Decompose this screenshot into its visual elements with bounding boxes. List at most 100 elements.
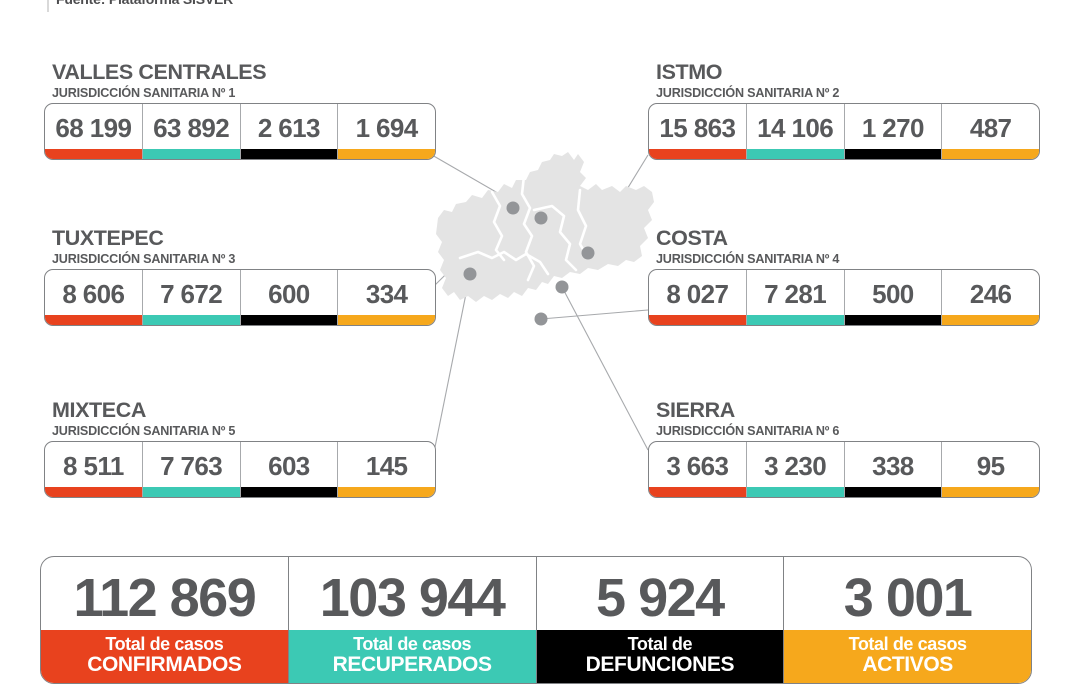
- total-label-line1: Total de casos: [105, 634, 224, 654]
- source-note: Fuente: Plataforma SISVER: [56, 0, 233, 7]
- region-title: ISTMO: [656, 60, 723, 84]
- region-title: MIXTECA: [52, 398, 146, 422]
- stat-cell-confirmed[interactable]: 15 863: [649, 104, 747, 160]
- total-cell-activos[interactable]: 3 001 Total de casos ACTIVOS: [784, 557, 1031, 683]
- stat-strip-deaths: [240, 149, 338, 160]
- map-marker-mixteca[interactable]: [463, 267, 477, 281]
- total-band-recuperados: Total de casos RECUPERADOS: [288, 630, 536, 683]
- total-band-confirmados: Total de casos CONFIRMADOS: [41, 630, 288, 683]
- stat-value-deaths: 600: [268, 279, 310, 310]
- stat-cell-deaths[interactable]: 600: [240, 270, 339, 326]
- map-marker-sierra[interactable]: [555, 280, 569, 294]
- stat-cell-recovered[interactable]: 63 892: [142, 104, 241, 160]
- stat-cell-confirmed[interactable]: 3 663: [649, 442, 747, 498]
- total-label-line2: ACTIVOS: [862, 652, 953, 676]
- map-marker-valles-centrales[interactable]: [534, 211, 548, 225]
- stat-cell-active[interactable]: 145: [338, 442, 435, 498]
- stat-strip-active: [338, 149, 435, 160]
- region-block-valles-centrales: VALLES CENTRALES JURISDICCIÓN SANITARIA …: [44, 61, 436, 161]
- total-cell-defunciones[interactable]: 5 924 Total de DEFUNCIONES: [536, 557, 785, 683]
- stat-value-deaths: 603: [268, 451, 310, 482]
- stat-value-confirmed: 3 663: [666, 451, 729, 482]
- stat-cell-recovered[interactable]: 7 672: [142, 270, 241, 326]
- stat-strip-confirmed: [649, 149, 746, 160]
- stat-value-recovered: 7 672: [160, 279, 223, 310]
- stat-strip-confirmed: [45, 315, 142, 326]
- stat-strip-confirmed: [649, 487, 746, 498]
- stat-value-active: 1 694: [355, 113, 419, 144]
- stat-cell-recovered[interactable]: 3 230: [746, 442, 845, 498]
- stat-cell-confirmed[interactable]: 68 199: [45, 104, 143, 160]
- totals-panel: 112 869 Total de casos CONFIRMADOS 103 9…: [40, 556, 1032, 684]
- map-marker-istmo[interactable]: [581, 246, 595, 260]
- stat-value-recovered: 7 281: [764, 279, 827, 310]
- stat-cell-active[interactable]: 246: [942, 270, 1039, 326]
- stat-value-recovered: 63 892: [153, 113, 230, 144]
- stat-value-active: 145: [365, 451, 408, 482]
- stat-value-confirmed: 15 863: [659, 113, 736, 144]
- stat-value-active: 95: [976, 451, 1005, 482]
- stat-strip-active: [338, 315, 435, 326]
- stat-cell-active[interactable]: 487: [942, 104, 1039, 160]
- stat-cell-confirmed[interactable]: 8 511: [45, 442, 143, 498]
- total-value-recuperados: 103 944: [319, 568, 506, 628]
- region-subtitle: JURISDICCIÓN SANITARIA Nº 2: [656, 85, 840, 100]
- stat-cell-active[interactable]: 1 694: [338, 104, 435, 160]
- stat-cell-recovered[interactable]: 7 763: [142, 442, 241, 498]
- stat-cell-deaths[interactable]: 500: [844, 270, 943, 326]
- stat-strip-active: [942, 149, 1039, 160]
- total-value-confirmados: 112 869: [73, 568, 257, 628]
- stat-cell-confirmed[interactable]: 8 606: [45, 270, 143, 326]
- stat-strip-recovered: [142, 487, 240, 498]
- stat-value-recovered: 3 230: [764, 451, 827, 482]
- stat-cell-active[interactable]: 95: [942, 442, 1039, 498]
- source-note-divider: [47, 0, 49, 12]
- stat-value-active: 487: [969, 113, 1012, 144]
- region-block-costa: COSTA JURISDICCIÓN SANITARIA Nº 4 8 027 …: [648, 227, 1040, 327]
- stat-value-recovered: 14 106: [757, 113, 834, 144]
- stat-strip-deaths: [240, 315, 338, 326]
- stat-value-deaths: 500: [872, 279, 914, 310]
- total-value-activos: 3 001: [843, 568, 973, 628]
- total-label-line1: Total de: [627, 634, 693, 654]
- map-marker-tuxtepec[interactable]: [506, 201, 520, 215]
- region-stats-card: 8 606 7 672 600 334: [44, 269, 436, 327]
- stat-cell-deaths[interactable]: 603: [240, 442, 339, 498]
- map-jurisdiction-borders: [458, 174, 590, 282]
- region-block-sierra: SIERRA JURISDICCIÓN SANITARIA Nº 6 3 663…: [648, 398, 1040, 499]
- stat-value-deaths: 2 613: [257, 113, 321, 144]
- stat-cell-confirmed[interactable]: 8 027: [649, 270, 747, 326]
- stat-value-confirmed: 68 199: [55, 113, 132, 144]
- region-subtitle: JURISDICCIÓN SANITARIA Nº 1: [52, 85, 236, 100]
- stat-strip-active: [942, 487, 1039, 498]
- total-cell-confirmados[interactable]: 112 869 Total de casos CONFIRMADOS: [41, 557, 289, 683]
- total-label-line1: Total de casos: [353, 634, 472, 654]
- total-value-defunciones: 5 924: [596, 568, 725, 628]
- total-cell-recuperados[interactable]: 103 944 Total de casos RECUPERADOS: [288, 557, 537, 683]
- total-label-line2: RECUPERADOS: [332, 652, 492, 676]
- stat-cell-deaths[interactable]: 2 613: [240, 104, 339, 160]
- region-title: SIERRA: [656, 398, 735, 422]
- region-block-istmo: ISTMO JURISDICCIÓN SANITARIA Nº 2 15 863…: [648, 60, 1040, 161]
- region-block-tuxtepec: TUXTEPEC JURISDICCIÓN SANITARIA Nº 3 8 6…: [44, 227, 436, 327]
- stat-strip-recovered: [746, 315, 844, 326]
- region-stats-card: 8 027 7 281 500 246: [648, 269, 1040, 327]
- map-state-outline: [436, 152, 654, 302]
- stat-value-confirmed: 8 027: [666, 279, 729, 310]
- stat-strip-confirmed: [45, 149, 142, 160]
- stat-cell-active[interactable]: 334: [338, 270, 435, 326]
- stat-value-recovered: 7 763: [160, 451, 223, 482]
- stat-strip-active: [338, 487, 435, 498]
- stat-cell-recovered[interactable]: 7 281: [746, 270, 845, 326]
- stat-strip-recovered: [746, 487, 844, 498]
- oaxaca-map: [436, 152, 654, 326]
- stat-cell-recovered[interactable]: 14 106: [746, 104, 845, 160]
- region-stats-card: 68 199 63 892 2 613 1 694: [44, 103, 436, 161]
- total-band-activos: Total de casos ACTIVOS: [784, 630, 1031, 683]
- stat-value-confirmed: 8 511: [63, 451, 124, 482]
- stat-cell-deaths[interactable]: 1 270: [844, 104, 943, 160]
- stat-strip-recovered: [746, 149, 844, 160]
- stat-cell-deaths[interactable]: 338: [844, 442, 943, 498]
- map-marker-costa[interactable]: [534, 312, 548, 326]
- stat-value-active: 334: [365, 279, 408, 310]
